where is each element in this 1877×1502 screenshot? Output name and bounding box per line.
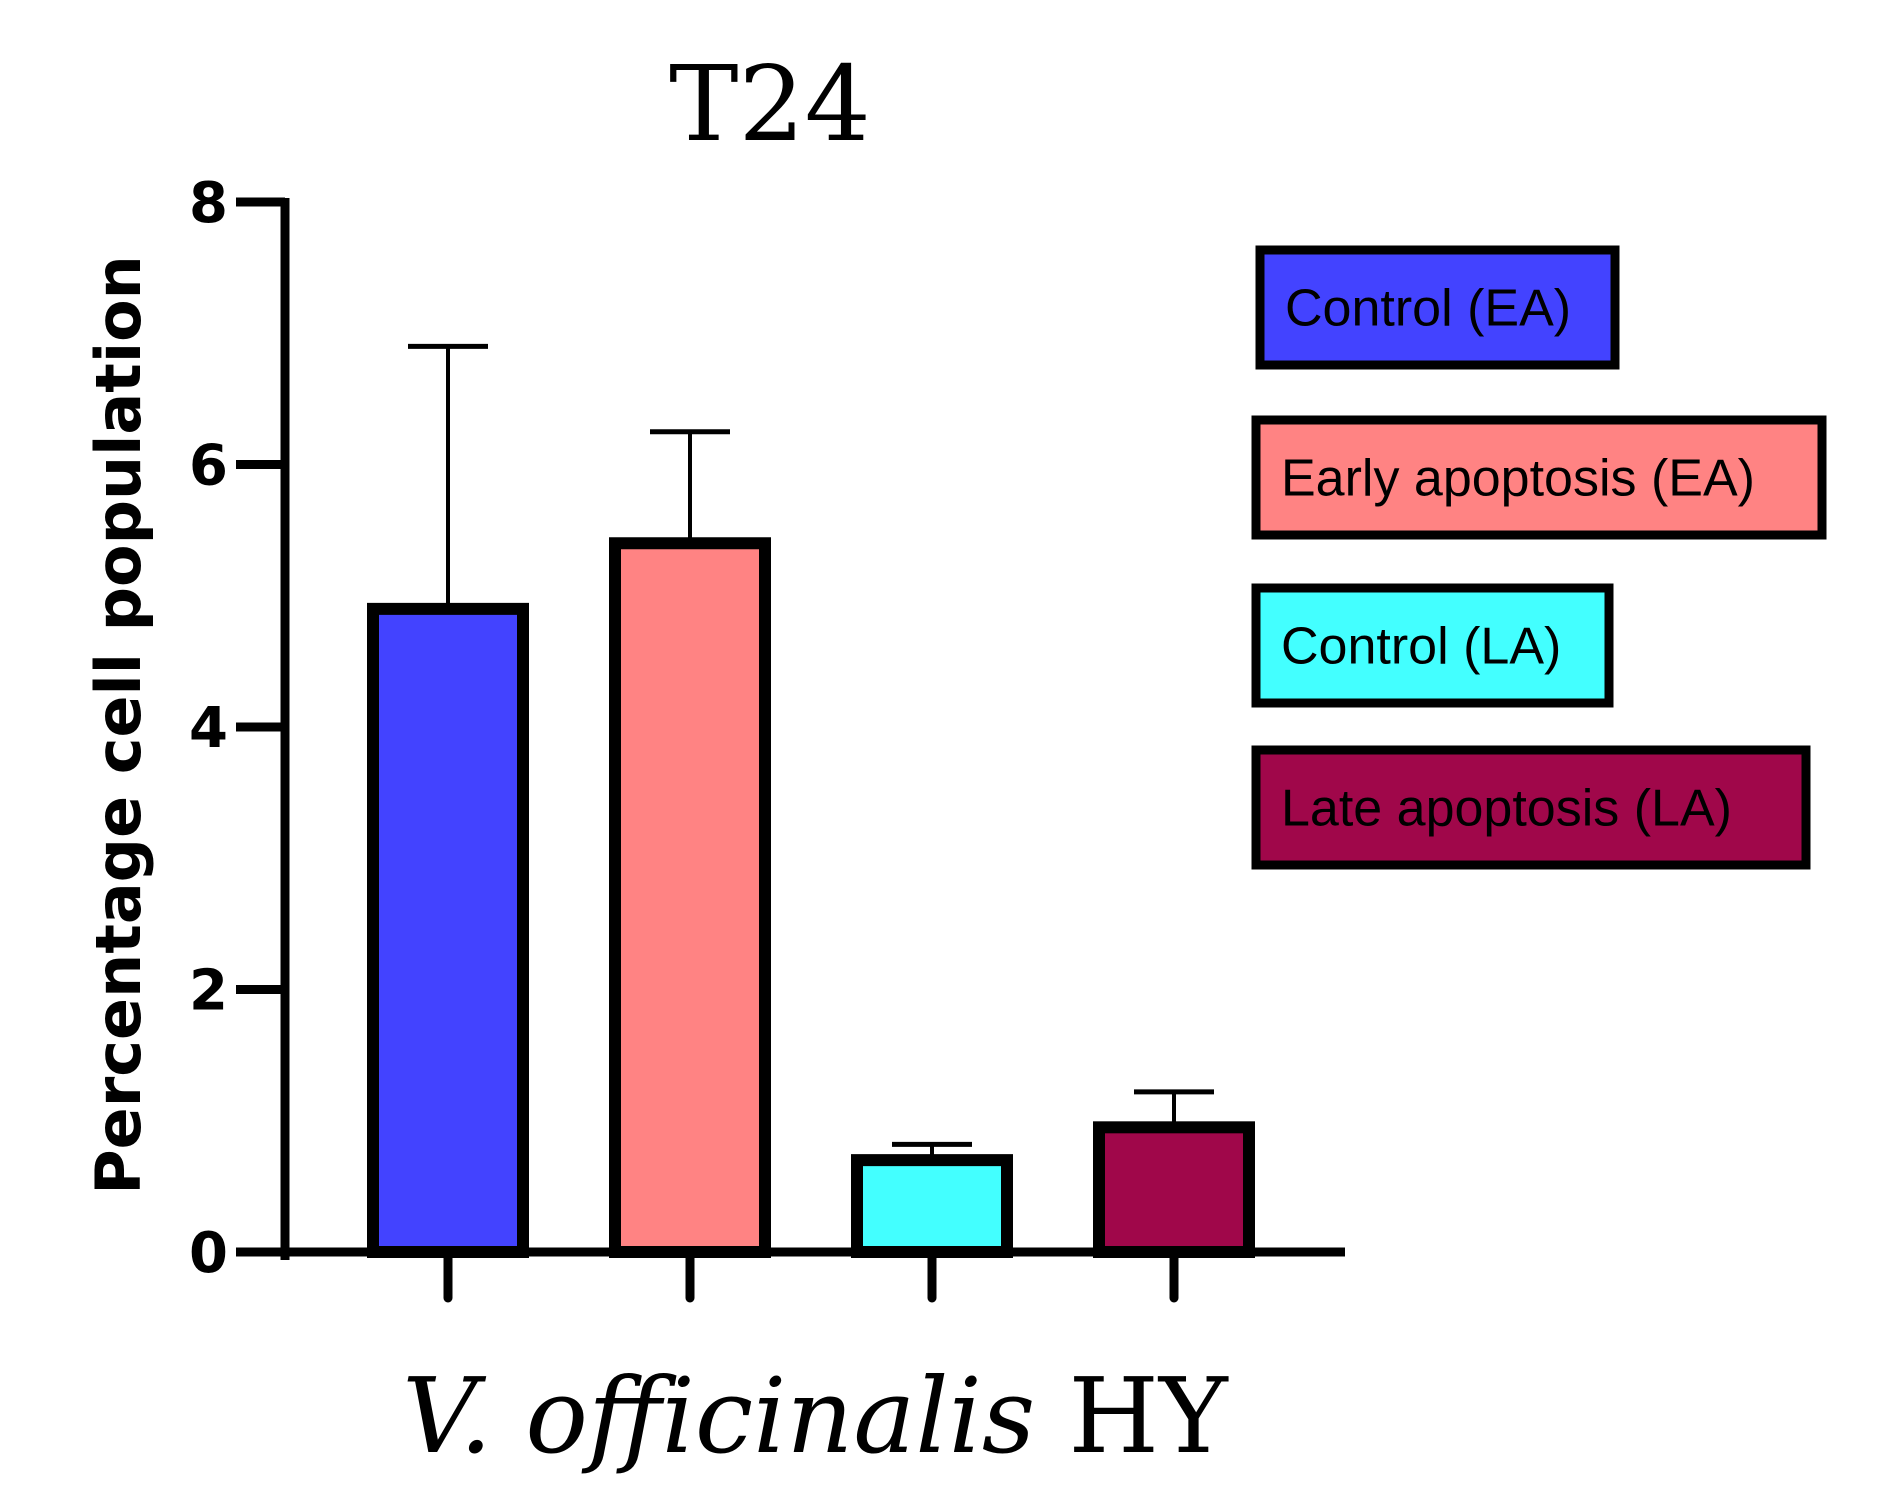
- bar: [367, 602, 529, 1258]
- x-axis-label-rest: HY: [1068, 1355, 1229, 1477]
- bar: [609, 537, 771, 1258]
- legend-label: Late apoptosis (LA): [1281, 780, 1732, 838]
- y-ticks-group: 0 2 4 6 8: [189, 171, 285, 1286]
- chart-title: T24: [669, 43, 871, 165]
- legend: Control (EA) Early apoptosis (EA) Control …: [1251, 245, 1827, 870]
- legend-label: Control (EA): [1285, 280, 1571, 338]
- y-tick-label: 6: [189, 434, 228, 499]
- y-tick-label: 0: [189, 1221, 228, 1286]
- x-ticks-group: [443, 1247, 1179, 1303]
- legend-swatch: [1251, 745, 1811, 870]
- x-axis-label: V. officinalis HY: [402, 1355, 1229, 1477]
- legend-label: Early apoptosis (EA): [1281, 450, 1755, 508]
- error-bars-group: [408, 343, 1214, 1161]
- legend-swatch: [1251, 415, 1827, 540]
- y-axis-label: Percentage cell population: [82, 255, 155, 1195]
- bar: [851, 1154, 1013, 1258]
- y-tick-label: 8: [189, 171, 228, 236]
- x-axis-label-italic: V. officinalis: [402, 1355, 1035, 1477]
- legend-swatch: [1251, 583, 1614, 708]
- y-tick-label: 4: [189, 696, 228, 761]
- bar: [1093, 1121, 1255, 1258]
- y-tick-label: 2: [189, 959, 228, 1024]
- legend-label: Control (LA): [1281, 618, 1561, 676]
- bars-group: [367, 537, 1255, 1258]
- legend-swatch: [1255, 245, 1620, 370]
